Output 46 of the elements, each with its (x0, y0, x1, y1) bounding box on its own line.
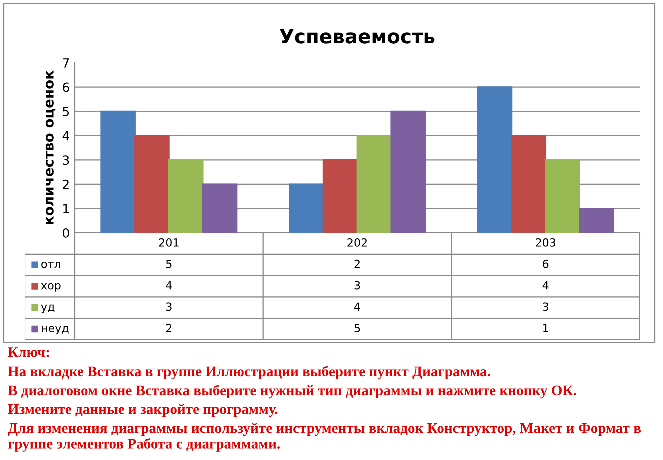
bar (168, 159, 204, 233)
data-label: 4 (166, 281, 172, 290)
bar (511, 135, 547, 233)
text: На вкладке Вставка в группе Иллюстрации выберите пункт Диаграмма. (8, 366, 490, 380)
bar (477, 86, 513, 233)
data-label: 6 (543, 260, 549, 268)
data-label: 5 (354, 324, 360, 333)
legend-label: хор (41, 283, 61, 292)
data-label: 4 (542, 281, 549, 290)
data-label: 1 (544, 324, 548, 332)
y-tick-label: 2 (63, 180, 69, 190)
bar (356, 135, 392, 233)
bar (390, 110, 426, 233)
text: Ключ: (8, 348, 50, 358)
y-tick-label: 4 (62, 131, 70, 141)
data-label: 2 (354, 260, 360, 268)
bar (202, 184, 238, 233)
chart-title: Успеваемость (280, 29, 435, 44)
bar (322, 159, 358, 233)
legend-label: неуд (42, 326, 69, 335)
legend-label: уд (41, 304, 55, 314)
legend-label: отл (42, 262, 60, 268)
data-label: 4 (354, 302, 360, 311)
data-label: 2 (166, 324, 172, 332)
bar (545, 159, 580, 233)
y-tick-label: 1 (64, 204, 69, 214)
x-tick-label: 201 (159, 238, 179, 247)
bar (134, 135, 170, 233)
x-tick-label: 202 (348, 238, 367, 247)
bar (289, 184, 324, 233)
y-tick-label: 5 (63, 107, 70, 116)
data-label: 3 (166, 302, 172, 312)
bar (579, 208, 614, 233)
x-tick-label: 203 (536, 238, 556, 247)
text: Для изменения диаграммы используйте инструменты вкладок Конструктор, Макет и Формат в группе элементов Работа с диаграммами. (8, 423, 642, 452)
bar (100, 110, 136, 233)
y-tick-label: 3 (63, 156, 70, 166)
data-label: 5 (166, 260, 172, 268)
y-tick-label: 0 (63, 228, 70, 238)
text: Измените данные и закройте программу. (8, 404, 278, 418)
y-tick-label: 6 (63, 82, 70, 92)
y-axis-title: количество оценок (46, 70, 56, 224)
data-label: 3 (354, 281, 360, 290)
data-label: 3 (543, 302, 548, 312)
text: В диалоговом окне Вставка выберите нужный тип диаграммы и нажмите кнопку ОК. (8, 385, 576, 399)
y-tick-label: 7 (63, 58, 70, 68)
